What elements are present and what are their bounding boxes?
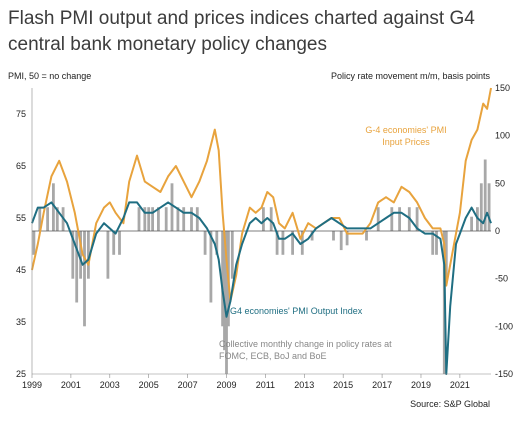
- policy-bar: [223, 231, 226, 351]
- policy-bar: [55, 207, 59, 231]
- policy-bar: [137, 207, 141, 231]
- policy-bar: [52, 183, 55, 231]
- policy-bar: [431, 231, 435, 255]
- input-prices-line: [31, 87, 492, 303]
- policy-bar: [143, 207, 147, 231]
- policy-bar: [164, 207, 168, 231]
- chart-title-line-2: central bank monetary policy changes: [8, 34, 327, 55]
- policy-annotation: Collective monthly change in policy rate…: [219, 339, 392, 349]
- policy-bar: [147, 207, 151, 231]
- policy-bar: [157, 207, 160, 231]
- policy-bar: [415, 207, 419, 231]
- policy-bar: [151, 207, 154, 231]
- policy-bar: [376, 207, 380, 231]
- x-tick-label: 2017: [372, 380, 392, 390]
- policy-bar: [483, 159, 487, 231]
- policy-bar: [71, 231, 75, 279]
- left-axis-label: PMI, 50 = no change: [8, 71, 91, 81]
- policy-annotation: FOMC, ECB, BoJ and BoE: [219, 351, 327, 361]
- input-prices-annotation: G-4 economies' PMI: [365, 125, 446, 135]
- x-tick-label: 2011: [256, 380, 275, 390]
- policy-bar: [221, 231, 224, 327]
- output-index-annotation: G4 economies' PMI Output Index: [230, 306, 363, 316]
- policy-bar: [339, 231, 343, 251]
- left-tick-label: 25: [16, 369, 26, 379]
- policy-bar: [203, 231, 207, 255]
- policy-bar: [209, 231, 213, 303]
- left-tick-label: 65: [16, 161, 26, 171]
- right-tick-label: -50: [495, 274, 508, 284]
- right-axis-label: Policy rate movement m/m, basis points: [331, 71, 491, 81]
- policy-bar: [345, 231, 349, 246]
- left-tick-label: 75: [16, 109, 26, 119]
- policy-bar: [106, 231, 110, 279]
- x-tick-label: 2019: [411, 380, 431, 390]
- x-tick-label: 2007: [178, 380, 198, 390]
- policy-bar: [215, 231, 219, 255]
- policy-bar: [365, 231, 368, 241]
- policy-bar: [470, 216, 473, 231]
- policy-bar: [435, 231, 438, 255]
- right-tick-label: 150: [495, 83, 510, 93]
- policy-bar: [38, 207, 42, 231]
- policy-bar: [87, 231, 90, 279]
- policy-bar: [112, 231, 116, 255]
- policy-bar: [225, 231, 228, 374]
- policy-bar: [46, 207, 49, 231]
- x-tick-label: 2009: [216, 380, 236, 390]
- policy-bar: [195, 207, 199, 231]
- x-tick-label: 2005: [139, 380, 159, 390]
- output-index-line: [31, 201, 492, 375]
- right-tick-label: 0: [495, 226, 500, 236]
- policy-bar: [118, 231, 121, 255]
- x-tick-label: 2003: [100, 380, 120, 390]
- policy-bar: [444, 231, 448, 279]
- input-prices-annotation: Input Prices: [382, 137, 430, 147]
- policy-bar: [332, 231, 335, 241]
- policy-bar: [291, 231, 294, 255]
- policy-bar: [281, 231, 285, 255]
- x-tick-label: 2013: [294, 380, 314, 390]
- right-tick-label: -150: [495, 369, 513, 379]
- policy-bar: [32, 231, 36, 255]
- x-tick-label: 2021: [450, 380, 470, 390]
- policy-bar: [176, 207, 180, 231]
- x-tick-label: 2001: [61, 380, 81, 390]
- policy-bar: [75, 231, 79, 303]
- policy-bar: [230, 231, 234, 279]
- policy-bar: [310, 231, 314, 241]
- right-tick-label: 50: [495, 178, 505, 188]
- policy-bar: [79, 231, 82, 279]
- policy-bar: [487, 183, 491, 231]
- policy-bar: [275, 231, 279, 255]
- policy-bar: [390, 207, 394, 231]
- policy-bar: [83, 231, 86, 327]
- policy-bar: [170, 183, 174, 231]
- left-tick-label: 35: [16, 317, 26, 327]
- policy-bar: [262, 207, 265, 231]
- x-tick-label: 2015: [333, 380, 353, 390]
- policy-bar: [398, 207, 401, 231]
- right-tick-label: -100: [495, 321, 513, 331]
- right-tick-label: 100: [495, 131, 510, 141]
- policy-bar: [269, 207, 273, 231]
- policy-bar: [182, 207, 186, 231]
- policy-bar: [479, 183, 483, 231]
- source-note: Source: S&P Global: [410, 399, 490, 409]
- left-tick-label: 45: [16, 265, 26, 275]
- x-tick-label: 1999: [22, 380, 42, 390]
- left-tick-label: 55: [16, 213, 26, 223]
- policy-bar: [190, 207, 193, 231]
- chart-title-line-1: Flash PMI output and prices indices char…: [8, 8, 475, 29]
